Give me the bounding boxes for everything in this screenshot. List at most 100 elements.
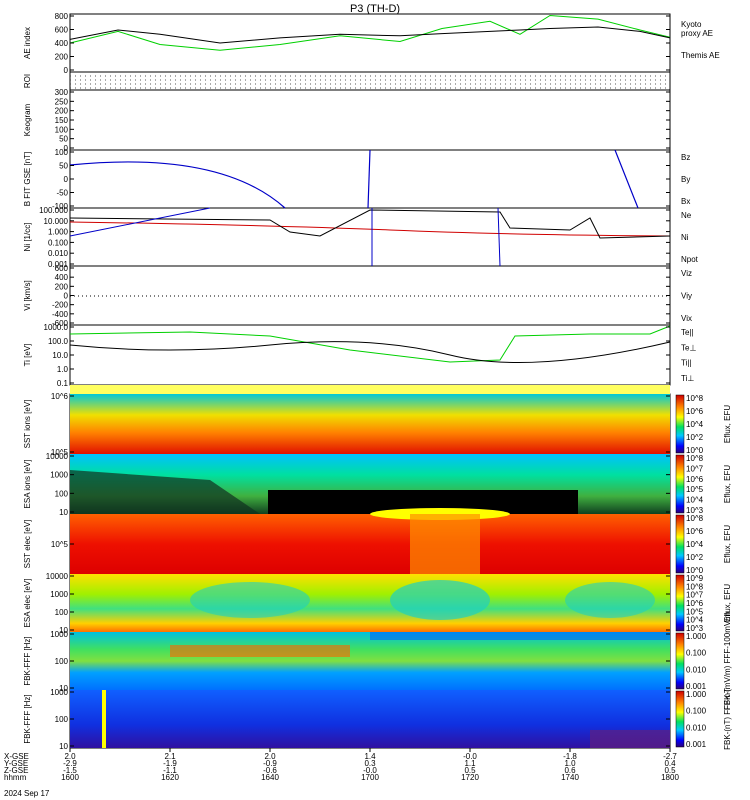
colorbar-tick-label: 10^6 [686,527,704,536]
y-tick-label: 0.100 [48,238,69,247]
colorbar-tick-label: 10^5 [686,607,704,616]
colorbar-tick-label: 10^7 [686,591,704,600]
esa-ion-dark-region [70,470,260,514]
axis-value: 1600 [61,773,79,782]
colorbar-tick-label: 10^6 [686,599,704,608]
colorbar-tick-label: 10^4 [686,616,704,625]
panel-label: FBK-FFF [Hz] [23,694,32,743]
y-tick-label: 300 [55,88,69,97]
colorbar [675,690,685,748]
colorbar [675,394,685,454]
colorbar-tick-label: 10^8 [686,514,704,523]
legend-entry: Viz [681,269,692,278]
axis-value: -0.0 [463,752,477,761]
axis-value: 0.4 [664,759,676,768]
panel-frame-roi [69,71,671,91]
y-tick-label: 0 [64,144,69,153]
esa-electron-feature [190,582,310,618]
axis-value: 2.1 [164,752,176,761]
axis-value: 1800 [661,773,679,782]
legend-entry: Vix [681,314,692,323]
y-tick-label: 200 [55,282,69,291]
y-tick-label: 0.010 [48,249,69,258]
y-tick-label: 10^5 [51,540,69,549]
y-tick-label: 10.000 [44,217,69,226]
axis-row-label: Y-GSE [4,759,28,768]
y-tick-label: 100 [55,657,69,666]
y-tick-label: 0 [64,66,69,75]
y-tick-label: 50 [59,162,68,171]
panel-labels: AE index ROI Keogram B FIT GSE [nT] Ni [1/cc… [23,27,32,744]
panel-label: Keogram [23,103,32,136]
esa-electron-feature [565,582,655,618]
colorbar [675,574,685,632]
y-tick-label: 10 [59,508,68,517]
legend-entry: Bx [681,197,690,206]
y-tick-label: -50 [56,189,68,198]
bfit-bx-line [614,149,639,209]
axis-value: 2.0 [264,752,276,761]
panel-label: Vi [km/s] [23,280,32,311]
bfit-bx-line [69,161,286,209]
fbk-bfield-spectrogram [70,690,670,748]
y-tick-label: 100 [55,125,69,134]
y-tick-label: 250 [55,97,69,106]
spectrogram-backgrounds [70,394,670,748]
colorbar-tick-label: 10^0 [686,446,704,455]
te-parallel-line [69,341,671,364]
y-tick-label: 100 [55,715,69,724]
colorbar-tick-label: 10^8 [686,394,704,403]
panel-label: AE index [23,27,32,59]
colorbar-tick-label: 0.100 [686,649,707,658]
colorbar-tick-label: 10^7 [686,464,704,473]
colorbar-label: Eflux, EFU [723,465,732,503]
esa-electron-feature [390,580,490,620]
axis-value: 1.0 [564,759,576,768]
axis-value: -1.8 [563,752,577,761]
colorbar-label: Eflux, EFU [723,525,732,563]
y-tick-label: 0 [64,175,69,184]
y-tick-label: 400 [55,273,69,282]
y-tick-label: 200 [55,53,69,62]
y-tick-label: 10.0 [52,351,68,360]
y-tick-label: 150 [55,116,69,125]
axis-value: 1720 [461,773,479,782]
colorbar-label: Eflux, EFU [723,584,732,622]
panel-label: B FIT GSE [nT] [23,152,32,207]
axis-value: 1.4 [364,752,376,761]
axis-value: 1700 [361,773,379,782]
fill-value-strip [70,385,670,394]
x-axis-table: X-GSE 2.0 2.1 2.0 1.4 -0.0 -1.8 -2.7Y-GSE -2.9 -1… [4,748,679,782]
axis-value: -1.9 [163,759,177,768]
y-tick-label: 10000 [46,452,69,461]
fbk-bfield-feature [590,730,670,748]
y-tick-label: 100 [55,148,69,157]
panel-label: Ti [eV] [23,344,32,367]
y-tick-label: 50 [59,135,68,144]
colorbar-tick-label: 1.000 [686,632,707,641]
axis-value: 0.6 [564,766,576,775]
legend-entry: Themis AE [681,51,720,60]
axis-row-label: hhmm [4,773,27,782]
date-label: 2024 Sep 17 [4,789,50,798]
y-tick-label: 200 [55,107,69,116]
axis-value: 2.0 [64,752,76,761]
line-series [69,14,671,364]
colorbar [675,514,685,574]
panel-label: ROI [23,74,32,88]
colorbar-tick-label: 10^9 [686,574,704,583]
ti-parallel-line [69,325,671,363]
spectrogram-features [70,385,670,748]
y-axes: 8006004002000300250200150100500100500-50… [39,12,670,751]
colorbar-tick-label: 10^2 [686,553,704,562]
legend-entry: Te|| [681,328,694,337]
axis-value: 0.3 [364,759,376,768]
sst-electron-feature [410,514,480,574]
colorbar-tick-label: 10^3 [686,624,704,633]
colorbar-tick-label: 0.001 [686,740,707,749]
colorbar-tick-label: 10^2 [686,433,704,442]
y-tick-label: 100 [55,489,69,498]
y-tick-label: 10 [59,626,68,635]
axis-value: 1.1 [464,759,476,768]
